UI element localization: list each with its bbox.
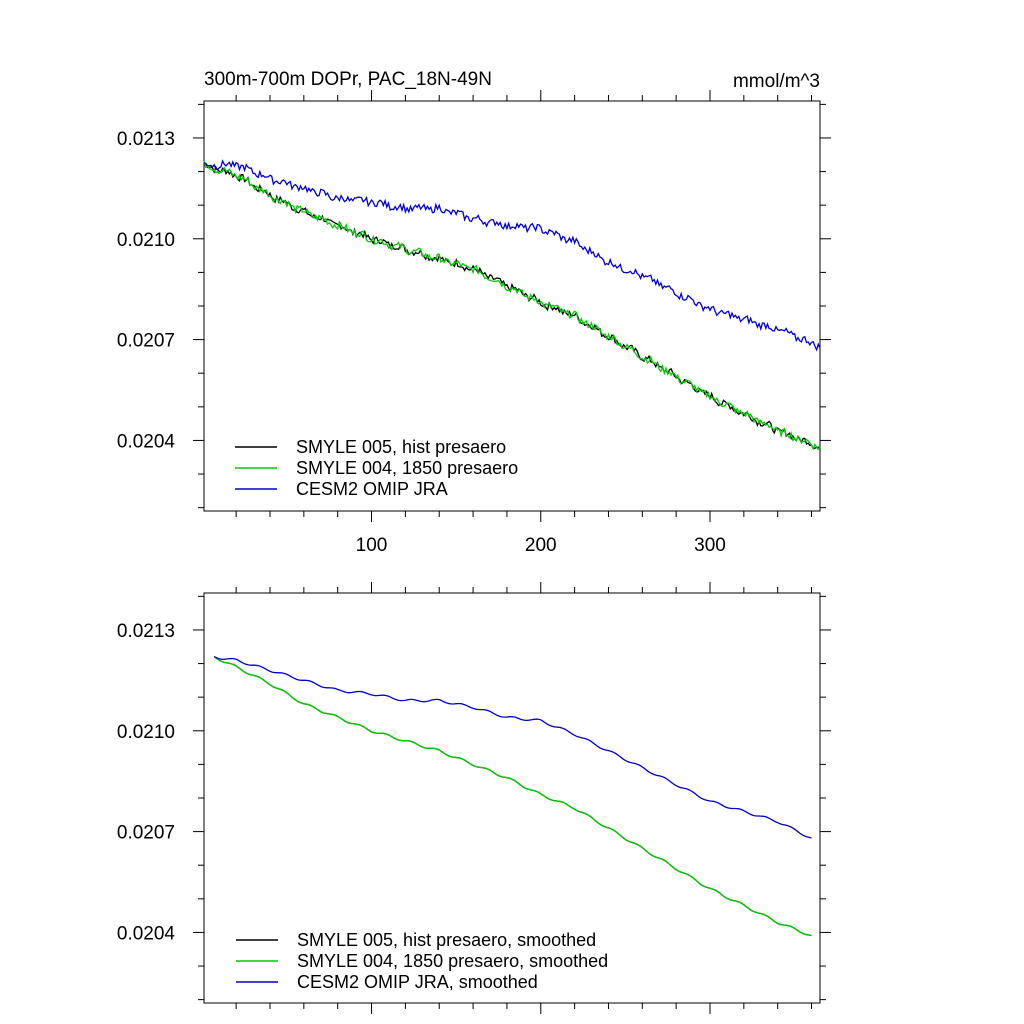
- y-tick-label: 0.0210: [117, 230, 175, 251]
- y-tick-label: 0.0204: [117, 923, 176, 944]
- y-tick-label: 0.0210: [117, 722, 175, 743]
- legend-label: CESM2 OMIP JRA: [296, 479, 448, 499]
- series-line-2: [213, 656, 812, 839]
- x-tick-label: 300: [694, 535, 726, 556]
- chart-title: 300m-700m DOPr, PAC_18N-49N: [204, 69, 492, 90]
- x-tick-label: 100: [356, 535, 388, 556]
- series-line-0: [213, 656, 812, 936]
- legend-label: SMYLE 005, hist presaero: [296, 437, 506, 457]
- y-tick-label: 0.0213: [117, 621, 175, 642]
- series-line-1: [203, 160, 821, 451]
- units-label: mmol/m^3: [733, 71, 820, 92]
- legend-label: SMYLE 005, hist presaero, smoothed: [297, 930, 596, 950]
- legend-label: SMYLE 004, 1850 presaero, smoothed: [297, 951, 608, 971]
- series-line-0: [203, 162, 821, 450]
- y-tick-label: 0.0213: [117, 129, 175, 150]
- y-tick-label: 0.0207: [117, 331, 175, 352]
- legend-label: CESM2 OMIP JRA, smoothed: [297, 972, 538, 992]
- y-tick-label: 0.0207: [117, 823, 175, 844]
- series-line-1: [213, 656, 812, 936]
- x-tick-label: 200: [525, 535, 557, 556]
- bottom-panel: 0.0204 0.0207 0.0210 0.0213 SMYLE 005, hist …: [117, 582, 831, 1014]
- legend-label: SMYLE 004, 1850 presaero: [296, 458, 518, 478]
- y-tick-label: 0.0204: [117, 431, 176, 452]
- top-panel: 0.0204 0.0207 0.0210 0.0213 100 200 300 SMYLE 0…: [117, 90, 831, 556]
- series-line-2: [203, 159, 821, 352]
